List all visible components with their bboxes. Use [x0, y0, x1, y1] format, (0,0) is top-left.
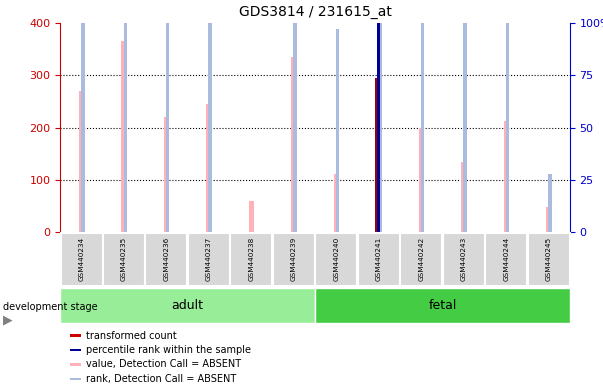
- FancyBboxPatch shape: [273, 233, 315, 286]
- FancyBboxPatch shape: [188, 233, 230, 286]
- FancyBboxPatch shape: [485, 233, 527, 286]
- Text: development stage: development stage: [3, 302, 98, 312]
- Bar: [336, 29, 339, 232]
- Text: GSM440242: GSM440242: [418, 237, 425, 281]
- Bar: [294, 0, 297, 232]
- Text: percentile rank within the sample: percentile rank within the sample: [86, 345, 250, 355]
- FancyBboxPatch shape: [400, 233, 442, 286]
- Bar: [81, 0, 84, 232]
- FancyBboxPatch shape: [528, 233, 570, 286]
- FancyBboxPatch shape: [315, 288, 570, 323]
- FancyBboxPatch shape: [145, 233, 188, 286]
- Bar: [333, 174, 339, 232]
- FancyBboxPatch shape: [358, 233, 400, 286]
- Text: GSM440238: GSM440238: [248, 237, 254, 281]
- Bar: [71, 377, 81, 380]
- Text: transformed count: transformed count: [86, 331, 176, 341]
- Bar: [421, 0, 424, 232]
- Bar: [375, 78, 380, 232]
- FancyBboxPatch shape: [315, 233, 358, 286]
- Text: GSM440236: GSM440236: [163, 237, 169, 281]
- Bar: [546, 207, 551, 232]
- Bar: [291, 57, 297, 232]
- Text: GSM440235: GSM440235: [121, 237, 127, 281]
- Bar: [124, 0, 127, 232]
- Bar: [79, 91, 84, 232]
- Bar: [377, 0, 380, 232]
- Text: GSM440239: GSM440239: [291, 237, 297, 281]
- Bar: [504, 121, 509, 232]
- Text: GSM440237: GSM440237: [206, 237, 212, 281]
- Text: GSM440243: GSM440243: [461, 237, 467, 281]
- Text: GSM440240: GSM440240: [333, 237, 339, 281]
- Text: value, Detection Call = ABSENT: value, Detection Call = ABSENT: [86, 359, 241, 369]
- Bar: [463, 0, 467, 232]
- Bar: [71, 349, 81, 351]
- Text: ▶: ▶: [3, 313, 13, 326]
- Bar: [418, 127, 424, 232]
- Bar: [166, 0, 169, 232]
- Text: GSM440244: GSM440244: [503, 237, 509, 281]
- FancyBboxPatch shape: [60, 233, 103, 286]
- Bar: [164, 117, 169, 232]
- Bar: [378, 0, 382, 232]
- Text: rank, Detection Call = ABSENT: rank, Detection Call = ABSENT: [86, 374, 236, 384]
- FancyBboxPatch shape: [443, 233, 485, 286]
- Bar: [209, 0, 212, 232]
- Text: GSM440234: GSM440234: [78, 237, 84, 281]
- Bar: [506, 0, 509, 232]
- Text: fetal: fetal: [428, 299, 456, 312]
- FancyBboxPatch shape: [60, 288, 315, 323]
- Bar: [249, 201, 254, 232]
- Title: GDS3814 / 231615_at: GDS3814 / 231615_at: [239, 5, 391, 19]
- Bar: [461, 162, 466, 232]
- FancyBboxPatch shape: [230, 233, 273, 286]
- Bar: [71, 334, 81, 337]
- Bar: [548, 174, 552, 232]
- FancyBboxPatch shape: [103, 233, 145, 286]
- Text: adult: adult: [172, 299, 204, 312]
- Text: GSM440245: GSM440245: [546, 237, 552, 281]
- Text: GSM440241: GSM440241: [376, 237, 382, 281]
- Bar: [121, 41, 127, 232]
- Bar: [71, 363, 81, 366]
- Bar: [206, 104, 212, 232]
